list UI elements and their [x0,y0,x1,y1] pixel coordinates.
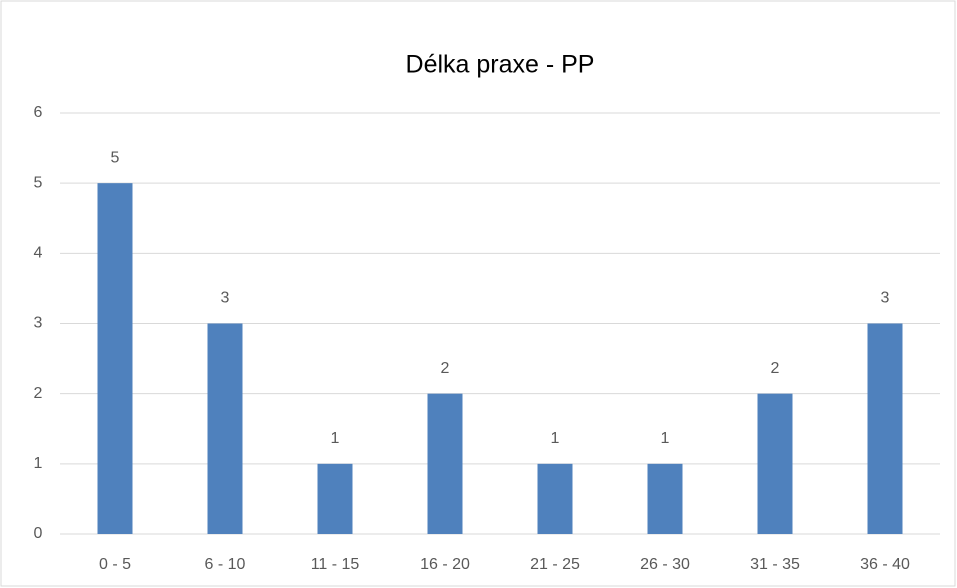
x-tick-label: 6 - 10 [205,556,246,573]
y-tick-label: 1 [34,455,43,472]
chart-title: Délka praxe - PP [406,51,595,79]
data-label: 1 [661,430,670,447]
y-tick-label: 0 [34,525,43,542]
bar [867,323,903,534]
y-tick-label: 4 [34,245,43,262]
bar [317,463,353,534]
bar [757,393,793,534]
data-label: 5 [111,149,120,166]
bar [207,323,243,534]
data-label: 1 [331,430,340,447]
data-label: 2 [441,360,450,377]
x-tick-label: 21 - 25 [530,556,580,573]
y-tick-label: 6 [34,104,43,121]
bar [537,463,573,534]
x-tick-label: 0 - 5 [99,556,131,573]
x-tick-label: 36 - 40 [860,556,910,573]
x-tick-label: 31 - 35 [750,556,800,573]
data-label: 2 [771,360,780,377]
data-label: 3 [221,290,230,307]
y-tick-label: 3 [34,315,43,332]
x-tick-label: 11 - 15 [311,556,360,573]
data-label: 1 [551,430,560,447]
bar [97,183,133,534]
y-tick-label: 2 [34,385,43,402]
x-tick-label: 26 - 30 [640,556,690,573]
bar [427,393,463,534]
y-tick-label: 5 [34,174,43,191]
bar [647,463,683,534]
data-label: 3 [881,290,890,307]
x-tick-label: 16 - 20 [420,556,470,573]
